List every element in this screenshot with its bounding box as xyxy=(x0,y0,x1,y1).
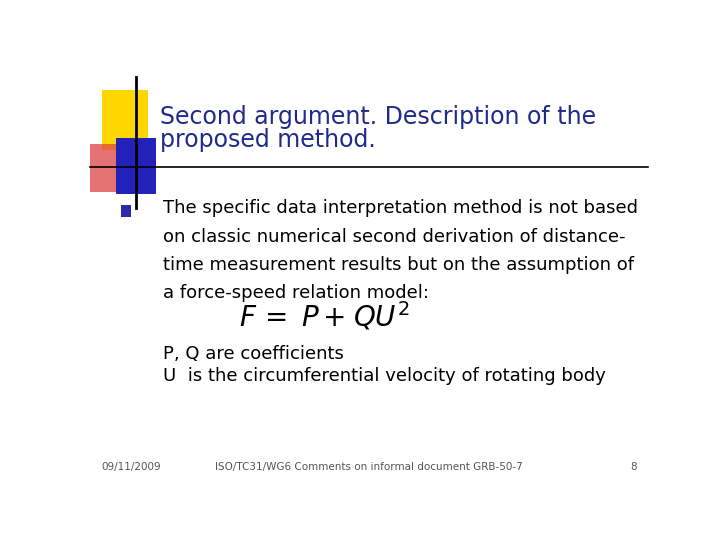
Text: time measurement results but on the assumption of: time measurement results but on the assu… xyxy=(163,256,634,274)
Text: proposed method.: proposed method. xyxy=(160,129,376,152)
Text: $F\,{=}\;P\,{+}\;QU^2$: $F\,{=}\;P\,{+}\;QU^2$ xyxy=(239,300,410,333)
Text: ISO/TC31/WG6 Comments on informal document GRB-50-7: ISO/TC31/WG6 Comments on informal docume… xyxy=(215,462,523,472)
Text: 09/11/2009: 09/11/2009 xyxy=(101,462,161,472)
Text: U  is the circumferential velocity of rotating body: U is the circumferential velocity of rot… xyxy=(163,367,606,385)
Bar xyxy=(102,90,148,150)
Bar xyxy=(121,205,131,217)
Text: on classic numerical second derivation of distance-: on classic numerical second derivation o… xyxy=(163,227,625,246)
Text: Second argument. Description of the: Second argument. Description of the xyxy=(160,105,596,129)
Text: 8: 8 xyxy=(630,462,637,472)
Bar xyxy=(90,144,130,192)
Bar xyxy=(116,138,156,194)
Text: The specific data interpretation method is not based: The specific data interpretation method … xyxy=(163,199,637,217)
Text: P, Q are coefficients: P, Q are coefficients xyxy=(163,345,343,363)
Text: a force-speed relation model:: a force-speed relation model: xyxy=(163,284,428,302)
